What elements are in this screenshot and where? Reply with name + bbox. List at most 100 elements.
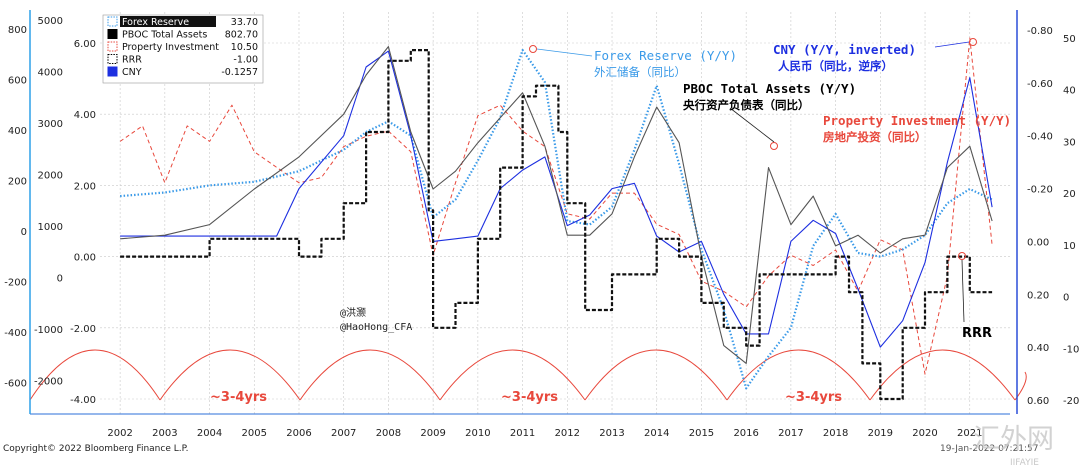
author-handle-cn: @洪灏 xyxy=(340,307,366,319)
chart-axes: 2002 2003 2004 2005 2006 2007 2008 2009 2010 2011… xyxy=(4,10,1079,439)
cny-annotation-en: CNY (Y/Y, inverted) xyxy=(773,42,916,57)
axis3-tick-label: 0.00 xyxy=(74,253,96,264)
x-tick-label: 2003 xyxy=(152,428,177,439)
legend-value: -1.00 xyxy=(233,55,258,66)
author-handle-en: @HaoHong_CFA xyxy=(340,322,412,333)
forex-peak-marker xyxy=(529,45,537,53)
site-logo: 汇外网 xyxy=(973,424,1054,455)
series-line-pboc-total-assets xyxy=(120,46,993,364)
axis1-tick-label: 200 xyxy=(8,177,27,188)
x-tick-label: 2016 xyxy=(733,428,758,439)
cycle-arcs xyxy=(29,349,1027,401)
pboc-peak-marker xyxy=(770,142,778,150)
legend-label: CNY xyxy=(122,67,142,78)
x-tick-label: 2007 xyxy=(331,428,356,439)
axis2-tick-label: 1000 xyxy=(38,222,63,233)
axis5-tick-label: 0 xyxy=(1063,293,1069,304)
x-tick-label: 2009 xyxy=(420,428,445,439)
copyright-text: Copyright© 2022 Bloomberg Finance L.P. xyxy=(3,444,188,454)
axis4-tick-label: 0.00 xyxy=(1027,237,1049,248)
cycle-label-1: ~3-4yrs xyxy=(210,390,267,405)
axis4-tick-label: -0.20 xyxy=(1027,185,1053,196)
cny-leader-line xyxy=(934,41,970,48)
legend-swatch xyxy=(107,54,118,64)
axis5-tick-label: 30 xyxy=(1063,137,1076,148)
axis5-tick-label: -20 xyxy=(1063,396,1079,407)
legend-swatch xyxy=(107,41,118,52)
x-tick-label: 2002 xyxy=(107,428,132,439)
cycle-arc xyxy=(869,349,1016,401)
chart-legend: Forex Reserve 33.70 PBOC Total Assets 802.7… xyxy=(102,14,264,84)
rrr-peak-marker xyxy=(958,252,966,260)
x-tick-label: 2008 xyxy=(376,428,401,439)
axis4-tick-label: 0.20 xyxy=(1027,290,1049,301)
axis5-tick-label: 10 xyxy=(1063,241,1076,252)
legend-label: Forex Reserve xyxy=(122,17,189,28)
legend-label: PBOC Total Assets xyxy=(122,30,207,41)
axis2-tick-label: 2000 xyxy=(38,171,63,182)
legend-label: RRR xyxy=(122,55,142,66)
axis4-tick-label: 0.40 xyxy=(1027,343,1049,354)
forex-annotation-zh: 外汇储备（同比） xyxy=(594,65,686,79)
cycle-arc xyxy=(159,349,301,401)
axis2-tick-label: -1000 xyxy=(34,325,63,336)
x-tick-label: 2018 xyxy=(823,428,848,439)
pboc-annotation-zh: 央行资产负债表（同比） xyxy=(683,98,810,112)
axis4-tick-label: -0.80 xyxy=(1027,26,1053,37)
x-tick-label: 2020 xyxy=(912,428,937,439)
rrr-annotation: RRR xyxy=(962,326,992,341)
cycle-label-3: ~3-4yrs xyxy=(785,390,842,405)
axis1-tick-label: 800 xyxy=(8,25,27,36)
axis2-tick-label: -2000 xyxy=(34,377,63,388)
axis1-tick-label: 600 xyxy=(8,76,27,87)
axis1-tick-label: -200 xyxy=(4,278,27,289)
axis1-tick-label: 0 xyxy=(21,227,27,238)
cycle-arc xyxy=(439,349,586,401)
cycle-arc xyxy=(299,349,441,401)
axis3-tick-label: -2.00 xyxy=(70,324,96,335)
legend-swatch xyxy=(107,16,118,27)
legend-swatch xyxy=(107,29,118,39)
x-tick-label: 2005 xyxy=(242,428,267,439)
forex-leader-line xyxy=(536,48,593,57)
x-tick-label: 2017 xyxy=(778,428,803,439)
cycle-label-2: ~3-4yrs xyxy=(501,390,558,405)
cycle-arc xyxy=(584,349,728,401)
legend-value: 10.50 xyxy=(231,42,258,53)
axis1-tick-label: -600 xyxy=(4,379,27,390)
series-line-forex-reserve xyxy=(120,49,993,390)
x-tick-label: 2012 xyxy=(555,428,580,439)
x-tick-label: 2013 xyxy=(599,428,624,439)
x-tick-label: 2004 xyxy=(197,428,222,439)
x-tick-label: 2021 xyxy=(957,428,982,439)
cycle-arc xyxy=(29,349,161,401)
legend-highlight xyxy=(120,16,216,27)
legend-value: 33.70 xyxy=(231,17,258,28)
axis2-tick-label: 5000 xyxy=(38,16,63,27)
axis2-tick-label: 0 xyxy=(57,274,63,285)
axis4-tick-label: 0.60 xyxy=(1027,396,1049,407)
legend-label: Property Investment xyxy=(122,42,219,53)
x-tick-label: 2006 xyxy=(286,428,311,439)
axis4-tick-label: -0.40 xyxy=(1027,132,1053,143)
axis1-tick-label: -400 xyxy=(4,328,27,339)
x-tick-label: 2014 xyxy=(644,428,669,439)
property-annotation-zh: 房地产投资（同比） xyxy=(823,130,927,144)
pboc-annotation-en: PBOC Total Assets (Y/Y) xyxy=(683,81,856,96)
axis5-tick-label: 40 xyxy=(1063,86,1076,97)
axis5-tick-label: 20 xyxy=(1063,189,1076,200)
axis2-tick-label: 3000 xyxy=(38,119,63,130)
x-tick-label: 2015 xyxy=(689,428,714,439)
timestamp-text: 19-Jan-2022 07:21:57 xyxy=(940,444,1039,454)
axis4-tick-label: -0.60 xyxy=(1027,79,1053,90)
legend-value: -0.1257 xyxy=(221,67,258,78)
axis3-tick-label: 6.00 xyxy=(74,39,96,50)
x-tick-label: 2010 xyxy=(465,428,490,439)
legend-swatch xyxy=(107,66,118,77)
axis5-tick-label: 50 xyxy=(1063,34,1076,45)
axis3-tick-label: 2.00 xyxy=(74,181,96,192)
pboc-leader-line xyxy=(729,107,775,143)
rrr-leader-line xyxy=(961,259,965,323)
axis3-tick-label: -4.00 xyxy=(70,395,96,406)
